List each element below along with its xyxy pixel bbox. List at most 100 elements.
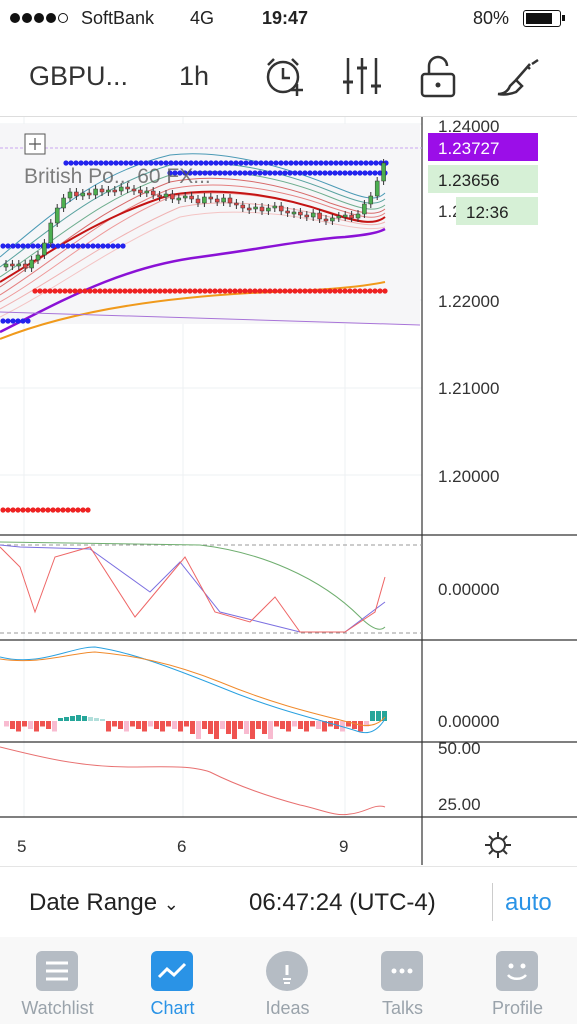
level-dot [283, 160, 289, 166]
level-dot [120, 243, 126, 249]
level-dot [287, 170, 293, 176]
level-dot [228, 160, 234, 166]
time-label-2: 6 [177, 837, 186, 856]
level-dot [292, 288, 298, 294]
bid-price-badge [428, 165, 538, 193]
candle-body [3, 263, 9, 268]
candle-body [99, 188, 105, 193]
level-dot [50, 507, 56, 513]
macd-histogram-bar [262, 721, 267, 734]
chart-area[interactable]: British Po... 60 FX... 1.24000 1.22000 1… [0, 117, 577, 865]
level-dot [0, 507, 6, 513]
level-dot [172, 288, 178, 294]
candle-body [330, 217, 335, 222]
chart-toolbar: GBPU... 1h [0, 38, 577, 117]
price-chart[interactable]: British Po... 60 FX... 1.24000 1.22000 1… [0, 117, 577, 865]
oscillator-pane-1: 0.00000 [0, 541, 499, 634]
macd-histogram-bar [76, 715, 81, 721]
bid-price: 1.23656 [438, 171, 499, 190]
level-dot [257, 170, 263, 176]
macd-histogram-bar [364, 721, 369, 727]
smiley-icon [496, 951, 538, 991]
unlock-icon[interactable] [416, 52, 464, 100]
battery-icon [523, 10, 565, 27]
level-dot [273, 160, 279, 166]
level-dot [62, 288, 68, 294]
level-dot [45, 507, 51, 513]
level-dot [343, 160, 349, 166]
price-label-3: 1.21000 [438, 379, 499, 398]
candle-body [22, 263, 28, 269]
tab-chart[interactable]: Chart [115, 937, 230, 1024]
level-dot [322, 288, 328, 294]
candle-body [272, 205, 278, 209]
macd-histogram-bar [286, 721, 291, 732]
signal-strength-icon [10, 13, 68, 23]
candle-body [253, 206, 258, 210]
level-dot [317, 288, 323, 294]
level-dot [102, 288, 108, 294]
price-label-1: 1.24000 [438, 117, 499, 136]
level-dot [37, 288, 43, 294]
level-dot [198, 160, 204, 166]
level-dot [257, 288, 263, 294]
list-icon [36, 951, 78, 991]
level-dot [328, 160, 334, 166]
tab-ideas[interactable]: Ideas [230, 937, 345, 1024]
plus-icon [29, 138, 41, 150]
indicators-icon[interactable] [338, 52, 386, 100]
macd-histogram-bar [124, 721, 129, 732]
level-dot [183, 160, 189, 166]
tab-watchlist[interactable]: Watchlist [0, 937, 115, 1024]
interval-selector[interactable]: 1h [179, 61, 210, 91]
macd-histogram-bar [244, 721, 249, 734]
level-dot [35, 243, 41, 249]
level-dot [238, 160, 244, 166]
level-dot [197, 288, 203, 294]
level-dot [252, 170, 258, 176]
level-dot [162, 288, 168, 294]
level-dot [178, 160, 184, 166]
level-dot [237, 288, 243, 294]
alarm-add-icon[interactable] [261, 52, 309, 100]
draw-brush-icon[interactable] [494, 52, 542, 100]
level-dot [207, 170, 213, 176]
status-bar: SoftBank 4G 19:47 80% [0, 0, 577, 38]
macd-histogram-bar [70, 716, 75, 721]
tab-label: Talks [381, 998, 423, 1018]
macd-histogram-bar [16, 721, 21, 732]
auto-scale-button[interactable]: auto [505, 889, 552, 916]
candle-body [278, 205, 284, 212]
level-dot [55, 507, 61, 513]
level-dot [75, 507, 81, 513]
macd-histogram-bar [172, 721, 177, 729]
tab-talks[interactable]: Talks [345, 937, 460, 1024]
divider [492, 883, 493, 921]
candle-body [195, 198, 201, 204]
level-dot [372, 170, 378, 176]
level-dot [308, 160, 314, 166]
candle-body [112, 189, 118, 193]
tab-profile[interactable]: Profile [460, 937, 575, 1024]
level-dot [347, 288, 353, 294]
level-dot [277, 288, 283, 294]
level-dot [143, 160, 149, 166]
level-dot [30, 243, 36, 249]
dot-levels [0, 160, 389, 513]
settings-gear-icon[interactable] [485, 832, 511, 858]
symbol-selector[interactable]: GBPU... [29, 61, 129, 91]
candlesticks [3, 159, 386, 272]
level-dot [212, 170, 218, 176]
macd-histogram-bar [202, 721, 207, 729]
date-range-selector[interactable]: Date Range ⌄ [29, 889, 179, 916]
level-dot [93, 160, 99, 166]
tab-bar: Watchlist Chart Ideas Talks Profile [0, 937, 577, 1024]
macd-histogram-bar [208, 721, 213, 734]
candle-body [291, 211, 297, 215]
level-dot [173, 160, 179, 166]
level-dot [312, 288, 318, 294]
level-dot [348, 160, 354, 166]
level-dot [182, 170, 188, 176]
candle-body [362, 203, 367, 215]
level-dot [357, 170, 363, 176]
